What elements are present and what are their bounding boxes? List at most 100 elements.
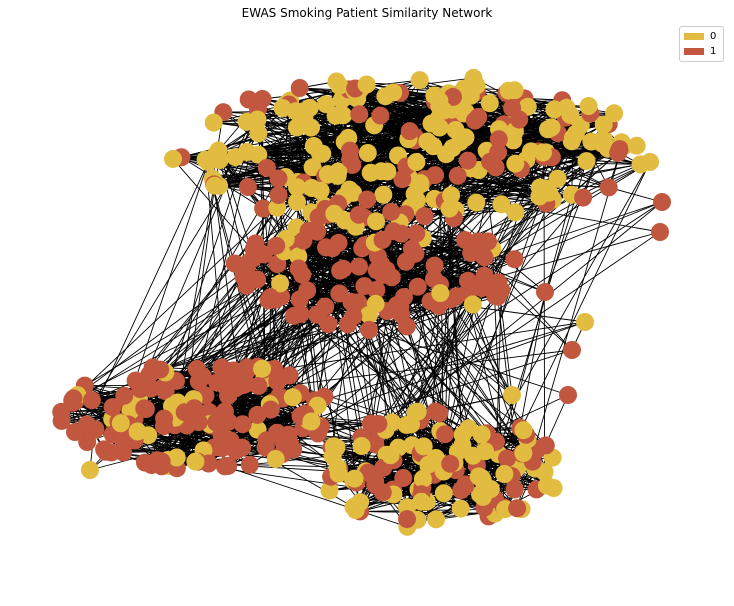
network-node-class-0 — [451, 499, 470, 518]
network-node-class-0 — [361, 163, 380, 182]
network-node-class-1 — [261, 288, 280, 307]
network-node-class-0 — [320, 481, 339, 500]
network-node-class-1 — [393, 170, 412, 189]
network-node-class-0 — [186, 452, 205, 471]
network-node-class-1 — [505, 250, 524, 269]
network-node-class-0 — [582, 132, 601, 151]
network-node-class-0 — [345, 469, 364, 488]
network-node-class-1 — [489, 130, 508, 149]
network-node-class-1 — [349, 205, 368, 224]
network-node-class-0 — [518, 97, 537, 116]
network-node-class-0 — [196, 150, 215, 169]
network-edge — [73, 186, 298, 399]
network-node-class-1 — [189, 372, 208, 391]
network-edge — [375, 141, 622, 305]
network-node-class-0 — [492, 195, 511, 214]
network-node-class-1 — [368, 247, 387, 266]
network-node-class-1 — [599, 178, 618, 197]
network-node-class-1 — [371, 106, 390, 125]
network-edge — [275, 245, 547, 446]
network-node-class-0 — [576, 313, 594, 331]
network-node-class-0 — [542, 118, 561, 137]
network-node-class-0 — [411, 174, 430, 193]
network-node-class-1 — [308, 222, 327, 241]
network-node-class-1 — [425, 256, 444, 275]
network-node-class-1 — [344, 307, 363, 326]
network-node-class-1 — [448, 166, 467, 185]
network-edge — [74, 133, 259, 433]
network-edge — [138, 175, 326, 398]
network-node-class-1 — [387, 296, 406, 315]
network-node-class-1 — [369, 414, 388, 433]
network-node-class-1 — [341, 150, 360, 169]
network-node-class-1 — [234, 267, 253, 286]
network-node-class-0 — [469, 467, 488, 486]
network-node-class-0 — [463, 295, 482, 314]
network-node-class-1 — [238, 178, 257, 196]
network-node-class-0 — [283, 388, 302, 407]
network-edge — [391, 197, 584, 423]
network-node-class-0 — [402, 415, 420, 434]
network-edge — [519, 291, 546, 428]
network-node-class-1 — [559, 386, 577, 404]
network-node-class-0 — [164, 149, 182, 168]
network-edge — [406, 303, 473, 327]
network-node-class-0 — [358, 144, 377, 162]
network-node-class-0 — [378, 162, 397, 181]
network-edge — [366, 84, 609, 188]
network-node-class-0 — [506, 154, 525, 173]
network-node-class-0 — [641, 153, 659, 171]
network-node-class-0 — [548, 169, 567, 188]
network-node-class-0 — [425, 86, 444, 105]
network-node-class-0 — [304, 137, 323, 155]
network-node-class-0 — [253, 359, 272, 378]
network-edge — [320, 201, 663, 427]
network-node-class-0 — [288, 192, 306, 211]
network-node-class-1 — [456, 476, 475, 495]
network-node-class-1 — [472, 279, 491, 298]
network-node-class-1 — [444, 87, 462, 106]
network-node-class-1 — [140, 365, 159, 384]
network-node-class-0 — [431, 284, 450, 303]
network-node-class-1 — [269, 169, 288, 188]
network-node-class-1 — [355, 277, 374, 296]
network-node-class-0 — [111, 414, 130, 433]
network-node-class-0 — [374, 185, 393, 204]
network-node-class-0 — [325, 204, 344, 223]
network-node-class-1 — [505, 480, 524, 499]
network-node-class-1 — [398, 510, 416, 529]
network-node-class-1 — [481, 152, 500, 171]
network-node-class-0 — [577, 152, 596, 171]
network-node-class-0 — [317, 95, 335, 114]
network-node-class-1 — [415, 207, 434, 226]
network-node-class-1 — [103, 398, 122, 417]
chart-title: EWAS Smoking Patient Similarity Network — [241, 6, 493, 20]
network-node-class-0 — [384, 83, 403, 102]
network-node-class-1 — [574, 188, 593, 207]
network-node-class-0 — [328, 458, 347, 477]
network-node-class-0 — [505, 81, 524, 100]
network-node-class-1 — [358, 190, 377, 209]
node-layer — [52, 68, 671, 536]
network-node-class-1 — [289, 259, 308, 278]
network-node-class-1 — [114, 443, 133, 462]
network-edge — [501, 203, 661, 233]
network-node-class-0 — [288, 178, 307, 197]
network-node-class-0 — [563, 128, 582, 147]
network-node-class-1 — [436, 425, 454, 444]
network-node-class-1 — [254, 199, 273, 218]
network-node-class-0 — [294, 102, 313, 121]
network-node-class-1 — [126, 371, 145, 390]
network-node-class-1 — [402, 239, 421, 258]
network-node-class-0 — [302, 412, 321, 431]
network-node-class-0 — [514, 444, 533, 463]
network-node-class-0 — [467, 76, 486, 95]
network-node-class-0 — [407, 153, 426, 171]
network-node-class-0 — [334, 106, 353, 125]
network-node-class-1 — [407, 224, 426, 243]
network-node-class-0 — [434, 484, 453, 503]
legend-swatch-0 — [684, 33, 704, 40]
network-node-class-0 — [352, 437, 371, 455]
network-node-class-1 — [498, 449, 516, 468]
network-edge — [492, 248, 546, 293]
